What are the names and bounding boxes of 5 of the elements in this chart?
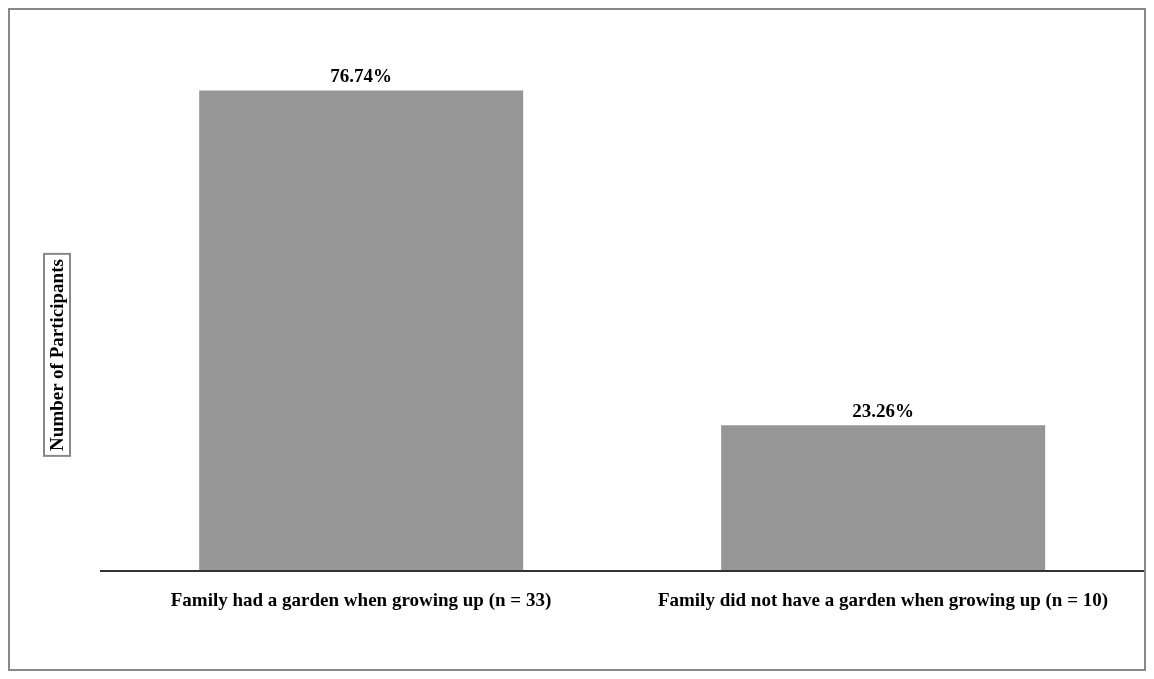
x-tick-label: Family had a garden when growing up (n = 33)	[170, 589, 552, 612]
y-axis-title: Number of Participants	[43, 253, 71, 457]
x-tick-label: Family did not have a garden when growing up (n = 10)	[657, 589, 1109, 612]
data-label: 23.26%	[852, 400, 915, 422]
data-label: 76.74%	[330, 65, 393, 87]
